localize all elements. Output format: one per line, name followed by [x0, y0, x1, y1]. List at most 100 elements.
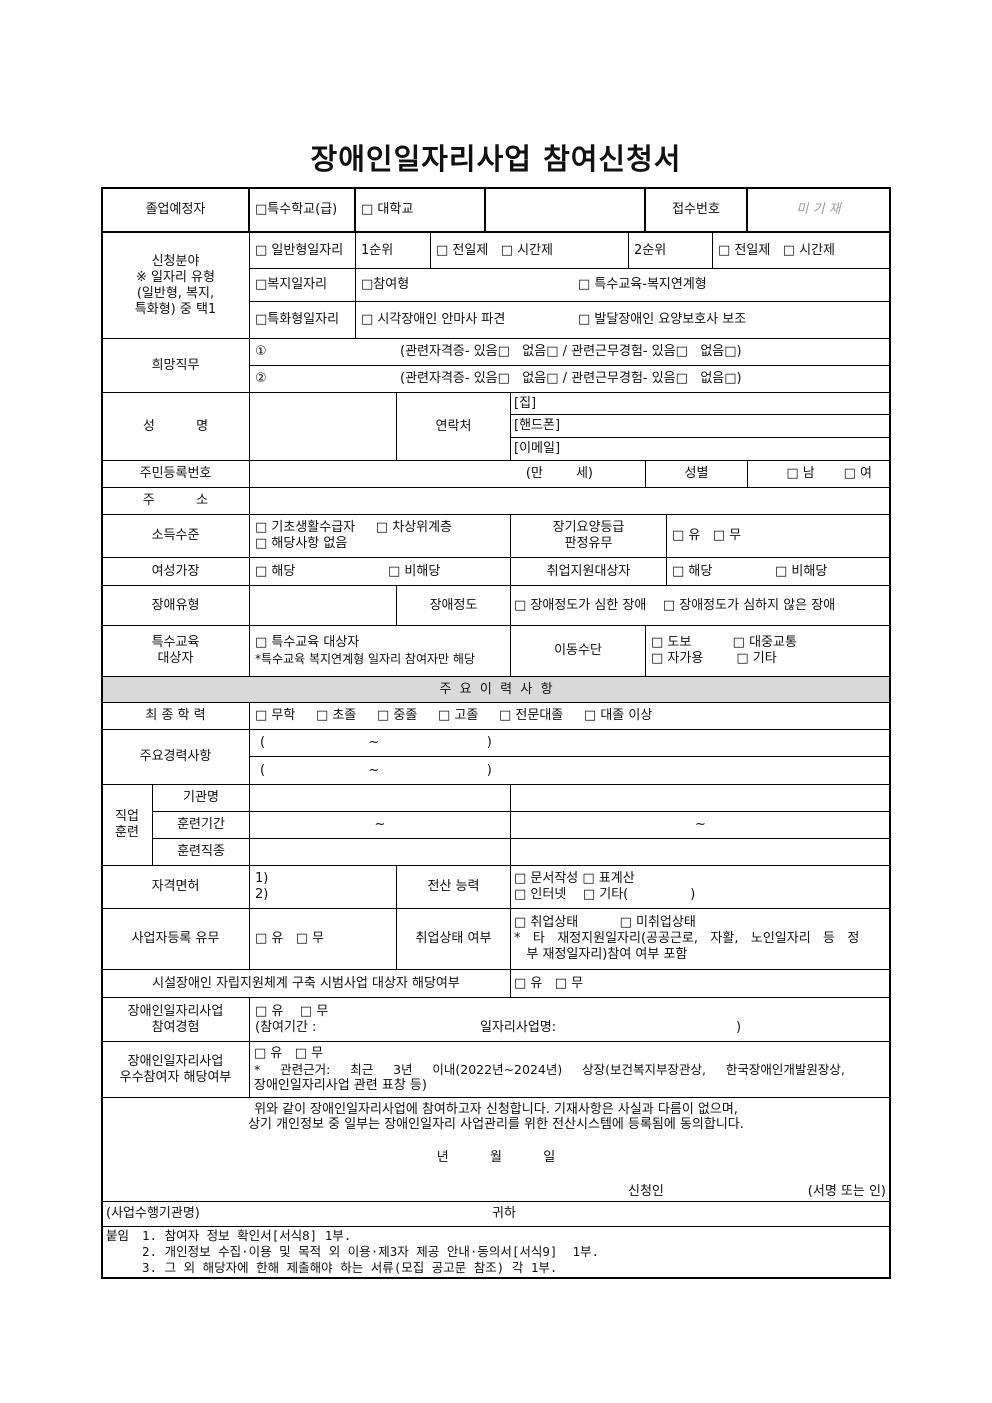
rank2-options[interactable]: □ 전일제 □ 시간제	[712, 232, 891, 269]
qualification-options[interactable]: (관련자격증- 있음□ 없음□ / 관련근무경험- 있음□ 없음□)	[400, 371, 742, 386]
email-field[interactable]: [이메일]	[510, 437, 891, 461]
rank2-label: 2순위	[628, 232, 713, 269]
name-field[interactable]	[249, 392, 397, 461]
experience-field[interactable]: □ 유 □ 무 (참여기간 : 일자리사업명: )	[249, 997, 891, 1042]
welfare-special-ed-checkbox[interactable]: □ 특수교육-복지연계형	[578, 277, 707, 292]
transport-label: 이동수단	[510, 625, 646, 677]
experience-label: 장애인일자리사업 참여경험	[101, 997, 250, 1042]
massage-dispatch-checkbox[interactable]: □ 시각장애인 안마사 파견	[361, 312, 506, 327]
income-label: 소득수준	[101, 514, 250, 558]
transport-options[interactable]: □ 도보 □ 대중교통 □ 자가용 □ 기타	[645, 625, 891, 677]
income-line-2[interactable]: □ 해당사항 없음	[255, 536, 348, 551]
attachment-item: 1. 참여자 정보 확인서[서식8] 1부.	[142, 1228, 352, 1243]
special-ed-label: 특수교육 대상자	[101, 625, 250, 677]
special-ed-checkbox[interactable]: □ 특수교육 대상자	[255, 635, 360, 650]
apply-field-label: 신청분야 ※ 일자리 유형 (일반형, 복지, 특화형) 중 택1	[101, 232, 250, 339]
row-number: ②	[255, 371, 267, 386]
excellent-participant-field[interactable]: □ 유 □ 무 * 관련근거: 최근 3년 이내(2022년~2024년) 상장…	[249, 1041, 891, 1098]
income-line-1[interactable]: □ 기초생활수급자 □ 차상위계층	[255, 520, 453, 535]
income-options[interactable]: □ 기초생활수급자 □ 차상위계층 □ 해당사항 없음	[249, 514, 511, 558]
resident-number-field[interactable]: (만 세)	[249, 460, 646, 488]
specialized-options: □ 시각장애인 안마사 파견 □ 발달장애인 요양보호사 보조	[355, 301, 891, 339]
graduation-special-school[interactable]: □특수학교(급)	[248, 187, 356, 233]
qualification-options[interactable]: (관련자격증- 있음□ 없음□ / 관련근무경험- 있음□ 없음□)	[400, 344, 742, 359]
attachment-item: 2. 개인정보 수집·이용 및 목적 외 이용·제3자 제공 안내·동의서[서식…	[142, 1244, 600, 1259]
training-period-field-1[interactable]: ~	[249, 811, 511, 839]
female-head-yes[interactable]: □ 해당	[255, 563, 296, 579]
employment-support-options[interactable]: □ 해당 □ 비해당	[666, 557, 891, 586]
specialized-job-checkbox[interactable]: □특화형일자리	[249, 301, 356, 339]
experience-options[interactable]: □ 유 □ 무	[255, 1003, 329, 1019]
support-no[interactable]: □ 비해당	[775, 564, 828, 579]
graduation-university[interactable]: □ 대학교	[354, 187, 486, 233]
excellent-participant-label: 장애인일자리사업 우수참여자 해당여부	[101, 1041, 250, 1098]
resident-number-label: 주민등록번호	[101, 460, 250, 488]
computer-skill-line-1[interactable]: □ 문서작성 □ 표계산	[514, 871, 635, 886]
training-field-1[interactable]	[249, 838, 511, 866]
experience-project-name: 일자리사업명:	[480, 1020, 557, 1035]
closing-paren: )	[736, 1020, 742, 1035]
training-org-field-1[interactable]	[249, 784, 511, 812]
general-job-checkbox[interactable]: □ 일반형일자리	[249, 232, 356, 269]
mobile-phone-field[interactable]: [핸드폰]	[510, 414, 891, 438]
disability-degree-options[interactable]: □ 장애정도가 심한 장애 □ 장애정도가 심하지 않은 장애	[510, 585, 891, 626]
female-head-label: 여성가장	[101, 557, 250, 586]
care-assistant-checkbox[interactable]: □ 발달장애인 요양보호사 보조	[578, 312, 747, 327]
business-registration-options[interactable]: □ 유 □ 무	[249, 908, 397, 970]
welfare-participation-checkbox[interactable]: □참여형	[361, 277, 410, 292]
signature-field[interactable]: (서명 또는 인)	[807, 1184, 886, 1199]
address-field[interactable]	[249, 487, 891, 515]
rank1-options[interactable]: □ 전일제 □ 시간제	[430, 232, 629, 269]
employment-status-checkboxes[interactable]: □ 취업상태 □ 미취업상태	[514, 915, 696, 930]
recipient-row: (사업수행기관명) 귀하	[101, 1201, 891, 1227]
gender-options[interactable]: □ 남 □ 여	[747, 460, 891, 488]
welfare-job-checkbox[interactable]: □복지일자리	[249, 268, 356, 302]
support-yes[interactable]: □ 해당	[672, 563, 713, 579]
rank1-label: 1순위	[355, 232, 431, 269]
transport-line-2[interactable]: □ 자가용 □ 기타	[651, 651, 777, 666]
disability-type-field[interactable]	[249, 585, 397, 626]
special-ed-options[interactable]: □ 특수교육 대상자 *특수교육 복지연계형 일자리 참여자만 해당	[249, 625, 511, 677]
computer-skill-options[interactable]: □ 문서작성 □ 표계산 □ 인터넷 □ 기타( )	[510, 865, 891, 909]
welfare-options: □참여형 □ 특수교육-복지연계형	[355, 268, 891, 302]
age-text: (만 세)	[525, 466, 593, 481]
computer-skill-line-2[interactable]: □ 인터넷 □ 기타( )	[514, 887, 696, 902]
employment-status-note: * 타 재정지원일자리(공공근로, 자활, 노인일자리 등 정	[514, 931, 860, 946]
transport-line-1[interactable]: □ 도보 □ 대중교통	[651, 635, 797, 650]
training-org-field-2[interactable]	[510, 784, 891, 812]
long-term-care-options[interactable]: □ 유 □ 무	[666, 514, 891, 558]
education-options[interactable]: □ 무학 □ 초졸 □ 중졸 □ 고졸 □ 전문대졸 □ 대졸 이상	[249, 702, 891, 730]
desired-job-row-1[interactable]: ① (관련자격증- 있음□ 없음□ / 관련근무경험- 있음□ 없음□)	[249, 338, 891, 366]
career-row-2[interactable]: ( ~ )	[249, 756, 891, 785]
business-registration-label: 사업자등록 유무	[101, 908, 250, 970]
female-head-options[interactable]: □ 해당 □ 비해당	[249, 557, 511, 586]
long-term-care-label: 장기요양등급 판정유무	[510, 514, 667, 558]
female-head-no[interactable]: □ 비해당	[388, 564, 441, 579]
date-field[interactable]: 년 월 일	[436, 1150, 556, 1165]
declaration-line-2: 상기 개인정보 중 일부는 장애인일자리 사업관리를 위한 전산시스템에 등록됨…	[248, 1117, 744, 1132]
computer-skill-label: 전산 능력	[396, 865, 511, 909]
training-field-2[interactable]	[510, 838, 891, 866]
career-label: 주요경력사항	[101, 729, 250, 785]
receipt-number-value: 미 기 재	[746, 187, 891, 233]
facility-pilot-options[interactable]: □ 유 □ 무	[510, 969, 891, 998]
career-row-1[interactable]: ( ~ )	[249, 729, 891, 757]
row-number: ①	[255, 344, 267, 359]
license-field[interactable]: 1) 2)	[249, 865, 397, 909]
training-org-label: 기관명	[152, 784, 250, 812]
gender-label: 성별	[645, 460, 748, 488]
excellent-note-2: 장애인일자리사업 관련 표창 등)	[254, 1077, 427, 1093]
home-phone-field[interactable]: [집]	[510, 392, 891, 415]
page-title: 장애인일자리사업 참여신청서	[310, 142, 682, 176]
attachments-label: 붙임	[106, 1228, 130, 1243]
license-label: 자격면허	[101, 865, 250, 909]
training-field-label: 훈련직종	[152, 838, 250, 866]
training-period-field-2[interactable]: ~	[510, 811, 891, 839]
declaration-section: 위와 같이 장애인일자리사업에 참여하고자 신청합니다. 기재사항은 사실과 다…	[101, 1097, 891, 1202]
attachment-item: 3. 그 외 해당자에 한해 제출해야 하는 서류(모집 공고문 참조) 각 1…	[142, 1260, 558, 1275]
desired-job-row-2[interactable]: ② (관련자격증- 있음□ 없음□ / 관련근무경험- 있음□ 없음□)	[249, 365, 891, 393]
facility-pilot-label: 시설장애인 자립지원체계 구축 시범사업 대상자 해당여부	[101, 969, 511, 998]
agency-name-field[interactable]: (사업수행기관명)	[106, 1206, 200, 1221]
excellent-options[interactable]: □ 유 □ 무	[254, 1045, 324, 1061]
employment-status-options[interactable]: □ 취업상태 □ 미취업상태 * 타 재정지원일자리(공공근로, 자활, 노인일…	[510, 908, 891, 970]
